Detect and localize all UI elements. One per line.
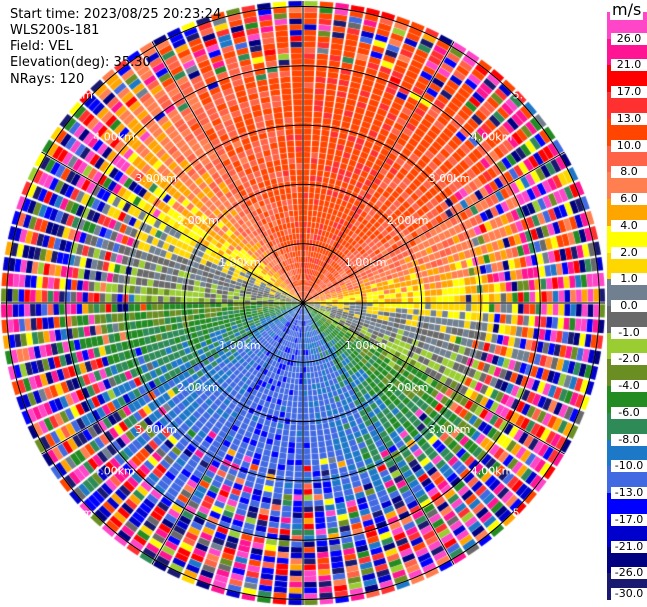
range-ring-label: 3.00km — [429, 172, 471, 185]
range-ring-label: 3.00km — [135, 423, 177, 436]
range-ring-label: 1.00km — [219, 339, 261, 352]
colorbar-tick-label: 17.0 — [611, 86, 647, 99]
colorbar-tick-label: -2.0 — [611, 353, 647, 366]
range-ring-label: 3.00km — [135, 172, 177, 185]
colorbar-tick-label: -21.0 — [611, 540, 647, 553]
azimuth-spoke — [151, 41, 304, 304]
nrays-label: NRays: 120 — [10, 72, 85, 87]
range-ring-label: 4.00km — [471, 130, 513, 143]
colorbar-tick-label: -30.0 — [611, 588, 647, 600]
colorbar-tick-label: 2.0 — [611, 246, 647, 259]
range-ring-label: 5.00km — [51, 88, 93, 101]
range-ring-label: 5.00km — [51, 507, 93, 520]
colorbar-tick-label: -1.0 — [611, 326, 647, 339]
start-time-label: Start time: 2023/08/25 20:23:24 — [10, 7, 222, 22]
colorbar-tick-label: 0.0 — [611, 300, 647, 312]
azimuth-spoke — [41, 302, 304, 455]
azimuth-spoke — [302, 302, 565, 455]
colorbar-tick-label: 8.0 — [611, 166, 647, 179]
colorbar-tick-label: 26.0 — [611, 32, 647, 45]
azimuth-spoke — [302, 151, 565, 304]
field-label: Field: VEL — [10, 39, 73, 54]
range-ring-label: 4.00km — [471, 465, 513, 478]
elevation-label: Elevation(deg): 35.30 — [10, 55, 151, 70]
colorbar-tick-label: 6.0 — [611, 193, 647, 206]
range-ring-label: 2.00km — [177, 214, 219, 227]
range-ring-label: 2.00km — [177, 381, 219, 394]
colorbar-tick-label: 10.0 — [611, 139, 647, 152]
azimuth-spoke — [302, 41, 455, 304]
colorbar-tick-label: -6.0 — [611, 406, 647, 419]
colorbar: 26.0 21.0 17.0 13.0 10.0 8.0 6.0 4.0 2.0 1.0 0.0 -1… — [607, 12, 647, 601]
range-ring-label: 5.00km — [513, 507, 555, 520]
azimuth-spoke — [302, 302, 455, 565]
colorbar-title: m/s — [610, 0, 644, 20]
range-ring-overlay: 1.00km 1.00km 1.00km 1.00km 2.00km 2.00km 2.00… — [1, 1, 605, 605]
range-ring-label: 5.00km — [513, 88, 555, 101]
colorbar-tick-label: -4.0 — [611, 380, 647, 393]
azimuth-spoke — [41, 151, 304, 304]
instrument-label: WLS200s-181 — [10, 23, 100, 38]
colorbar-tick-label: 4.0 — [611, 219, 647, 232]
range-ring-label: 3.00km — [429, 423, 471, 436]
colorbar-tick-label: 1.0 — [611, 273, 647, 286]
colorbar-tick-label: -13.0 — [611, 487, 647, 500]
range-ring-label: 1.00km — [219, 256, 261, 269]
colorbar-tick-label: 13.0 — [611, 112, 647, 125]
range-ring-label: 4.00km — [93, 465, 135, 478]
range-ring-label: 2.00km — [387, 214, 429, 227]
range-ring-label: 1.00km — [345, 256, 387, 269]
colorbar-tick-label: -8.0 — [611, 433, 647, 446]
colorbar-tick-label: -10.0 — [611, 460, 647, 473]
range-ring-label: 1.00km — [345, 339, 387, 352]
azimuth-spoke — [151, 302, 304, 565]
colorbar-tick-label: 21.0 — [611, 59, 647, 72]
colorbar-tick-label: -17.0 — [611, 513, 647, 526]
range-ring-label: 4.00km — [93, 130, 135, 143]
range-ring-label: 2.00km — [387, 381, 429, 394]
colorbar-tick-label: -26.0 — [611, 567, 647, 580]
